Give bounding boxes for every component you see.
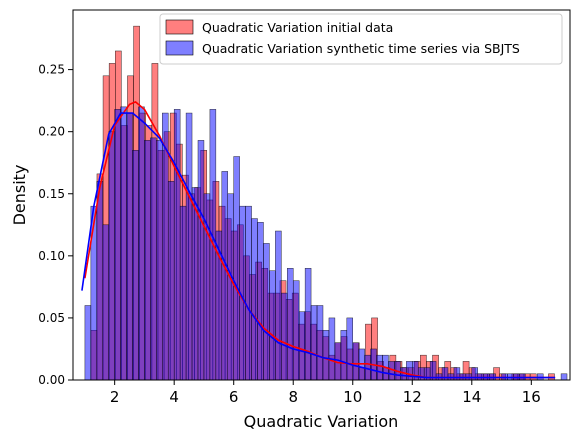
legend-label-synthetic: Quadratic Variation synthetic time serie… bbox=[202, 41, 520, 56]
bar-synthetic-54 bbox=[406, 361, 413, 381]
x-tick-label: 10 bbox=[343, 388, 362, 406]
bar-synthetic-29 bbox=[257, 222, 264, 381]
y-tick-label: 0.25 bbox=[38, 63, 65, 77]
bar-synthetic-5 bbox=[114, 109, 121, 381]
plot-frame bbox=[72, 9, 571, 381]
y-tick-label: 0.00 bbox=[38, 373, 65, 387]
legend-swatch-red bbox=[165, 19, 194, 35]
legend-label-initial: Quadratic Variation initial data bbox=[202, 20, 393, 35]
legend: Quadratic Variation initial data Quadrat… bbox=[159, 13, 563, 65]
y-tick-label: 0.05 bbox=[38, 311, 65, 325]
kde-lines-group bbox=[81, 101, 556, 379]
x-tick-label: 4 bbox=[169, 388, 179, 406]
bar-synthetic-41 bbox=[328, 317, 336, 381]
bar-synthetic-24 bbox=[227, 193, 234, 381]
bar-synthetic-25 bbox=[233, 156, 240, 381]
x-tick-label: 16 bbox=[522, 388, 541, 406]
legend-box bbox=[159, 13, 563, 65]
kde-line-synthetic bbox=[81, 112, 556, 379]
bar-synthetic-49 bbox=[376, 354, 383, 381]
bar-synthetic-19 bbox=[197, 140, 205, 381]
bar-synthetic-44 bbox=[346, 317, 353, 381]
bar-synthetic-12 bbox=[156, 140, 163, 381]
bar-synthetic-11 bbox=[150, 137, 157, 381]
bar-synthetic-32 bbox=[275, 230, 282, 381]
bar-synthetic-80 bbox=[560, 373, 568, 381]
bar-synthetic-16 bbox=[179, 205, 187, 381]
x-tick-label: 6 bbox=[229, 388, 239, 406]
bar-synthetic-40 bbox=[322, 330, 330, 381]
y-tick-label: 0.15 bbox=[38, 187, 65, 201]
x-tick-label: 12 bbox=[403, 388, 422, 406]
bar-synthetic-9 bbox=[138, 106, 145, 381]
bar-synthetic-14 bbox=[167, 181, 175, 381]
bar-synthetic-39 bbox=[316, 305, 324, 381]
x-axis-label: Quadratic Variation bbox=[244, 412, 399, 431]
bar-synthetic-8 bbox=[132, 150, 139, 381]
bar-synthetic-17 bbox=[185, 112, 193, 381]
bar-synthetic-18 bbox=[191, 187, 199, 381]
y-axis-label: Density bbox=[10, 165, 29, 226]
bar-synthetic-34 bbox=[287, 268, 294, 381]
legend-swatch-blue bbox=[165, 40, 194, 56]
bar-synthetic-30 bbox=[263, 243, 270, 381]
bar-synthetic-6 bbox=[120, 106, 127, 381]
x-axis-ticks: 2 4 6 8 10 12 14 16 bbox=[110, 380, 541, 406]
bar-synthetic-28 bbox=[251, 218, 258, 381]
bar-synthetic-0 bbox=[84, 305, 92, 381]
bar-synthetic-4 bbox=[108, 131, 115, 381]
bar-synthetic-35 bbox=[292, 280, 300, 381]
y-tick-label: 0.10 bbox=[38, 249, 65, 263]
bar-synthetic-33 bbox=[281, 292, 288, 381]
bar-synthetic-38 bbox=[310, 305, 318, 381]
bar-synthetic-45 bbox=[352, 342, 359, 381]
x-tick-label: 2 bbox=[110, 388, 120, 406]
x-tick-label: 8 bbox=[288, 388, 298, 406]
x-tick-label: 14 bbox=[462, 388, 481, 406]
bar-synthetic-7 bbox=[126, 112, 133, 381]
bar-synthetic-37 bbox=[304, 268, 312, 381]
y-axis-ticks: 0.00 0.05 0.10 0.15 0.20 0.25 bbox=[38, 63, 73, 387]
bar-synthetic-3 bbox=[102, 224, 109, 381]
bar-synthetic-43 bbox=[340, 330, 348, 381]
bar-synthetic-23 bbox=[221, 171, 229, 381]
bar-synthetic-31 bbox=[269, 270, 276, 381]
y-tick-label: 0.20 bbox=[38, 125, 65, 139]
bar-synthetic-10 bbox=[144, 140, 151, 381]
bar-synthetic-27 bbox=[245, 205, 252, 381]
bar-synthetic-36 bbox=[298, 311, 306, 381]
bar-synthetic-2 bbox=[96, 181, 104, 381]
bar-synthetic-56 bbox=[417, 367, 425, 381]
bar-synthetic-15 bbox=[173, 109, 181, 381]
